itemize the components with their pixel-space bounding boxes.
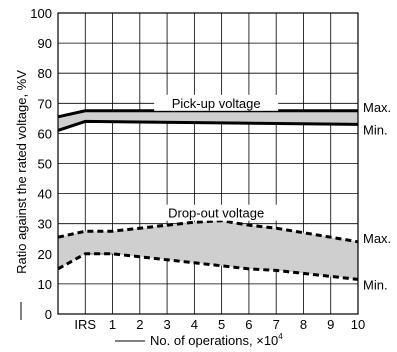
y-tick-label: 90 xyxy=(38,36,52,51)
x-tick-label: 2 xyxy=(136,317,143,332)
series-label-min: Min. xyxy=(363,277,388,292)
band-area xyxy=(58,220,358,280)
series-line-min xyxy=(57,252,359,281)
x-tick-label: 6 xyxy=(245,317,252,332)
plot-frame xyxy=(57,12,359,315)
y-tick-labels: 0 10 20 30 40 50 60 70 80 90 100 xyxy=(30,6,52,322)
series-line-min xyxy=(57,119,359,132)
series-label-min: Min. xyxy=(363,122,388,137)
y-tick-label: 60 xyxy=(38,126,52,141)
y-tick-label: 40 xyxy=(38,187,52,202)
band-area xyxy=(58,110,358,131)
y-tick-label: 20 xyxy=(38,247,52,262)
x-tick-label: 1 xyxy=(109,317,116,332)
x-tick-label: 3 xyxy=(163,317,170,332)
y-tick-label: 100 xyxy=(30,6,52,21)
x-tick-labels: IRS 1 2 3 4 5 6 7 8 9 10 xyxy=(74,317,365,332)
x-tick-label: 4 xyxy=(191,317,198,332)
x-tick-label: IRS xyxy=(74,317,96,332)
y-tick-label: 70 xyxy=(38,96,52,111)
bands xyxy=(58,110,358,280)
band-title: Drop-out voltage xyxy=(168,206,264,221)
x-tick-label: 5 xyxy=(218,317,225,332)
annotations: Max. Min. Pick-up voltage Max. Min. Drop-out … xyxy=(154,94,391,292)
y-tick-label: 0 xyxy=(45,307,52,322)
x-tick-label: 8 xyxy=(300,317,307,332)
series-line-max xyxy=(57,219,359,244)
x-axis-label-text: No. of operations, ×10 xyxy=(150,333,278,348)
y-tick-label: 80 xyxy=(38,66,52,81)
band-title: Pick-up voltage xyxy=(172,96,261,111)
x-axis-label-exponent: 4 xyxy=(278,332,283,341)
series-label-max: Max. xyxy=(363,231,391,246)
x-tick-label: 9 xyxy=(327,317,334,332)
x-tick-label: 10 xyxy=(351,317,365,332)
y-axis-label: Ratio against the rated voltage, %V xyxy=(14,70,29,274)
y-tick-label: 50 xyxy=(38,157,52,172)
band-title-bg xyxy=(154,204,279,221)
band-title-bg xyxy=(154,94,279,111)
y-tick-label: 30 xyxy=(38,217,52,232)
x-axis-label: No. of operations, ×104 xyxy=(150,332,283,348)
x-tick-label: 7 xyxy=(273,317,280,332)
series-label-max: Max. xyxy=(363,100,391,115)
series-lines xyxy=(57,109,359,281)
y-tick-label: 10 xyxy=(38,277,52,292)
